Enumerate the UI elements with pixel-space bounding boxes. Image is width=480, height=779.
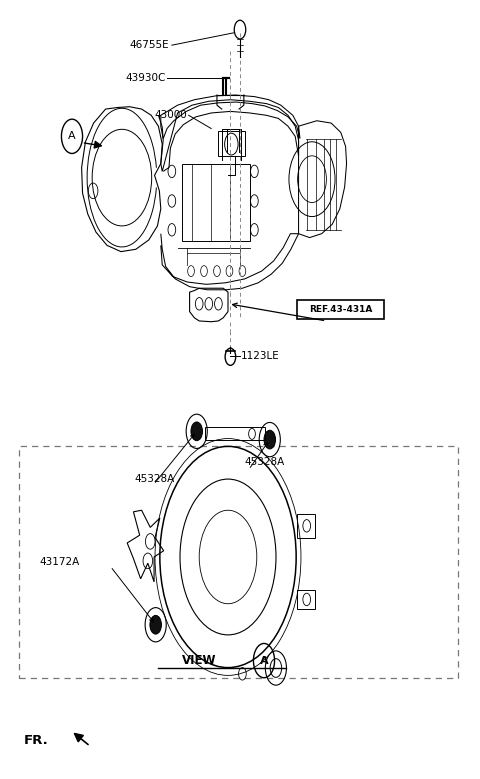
Text: 1123LE: 1123LE [241, 351, 280, 361]
Text: 43930C: 43930C [125, 73, 166, 83]
Text: REF.43-431A: REF.43-431A [309, 305, 372, 314]
Text: A: A [68, 132, 76, 141]
Text: A: A [260, 656, 268, 665]
Bar [19, 446, 458, 678]
Circle shape [191, 422, 203, 441]
Text: 45328A: 45328A [134, 474, 175, 484]
Circle shape [264, 430, 276, 449]
Text: VIEW: VIEW [182, 654, 217, 667]
Text: 46755E: 46755E [130, 41, 169, 50]
Text: 43172A: 43172A [39, 558, 80, 567]
Text: FR.: FR. [24, 734, 49, 746]
Text: 43000: 43000 [155, 111, 187, 120]
Circle shape [150, 615, 161, 634]
FancyBboxPatch shape [297, 300, 384, 319]
Text: 45328A: 45328A [245, 457, 285, 467]
